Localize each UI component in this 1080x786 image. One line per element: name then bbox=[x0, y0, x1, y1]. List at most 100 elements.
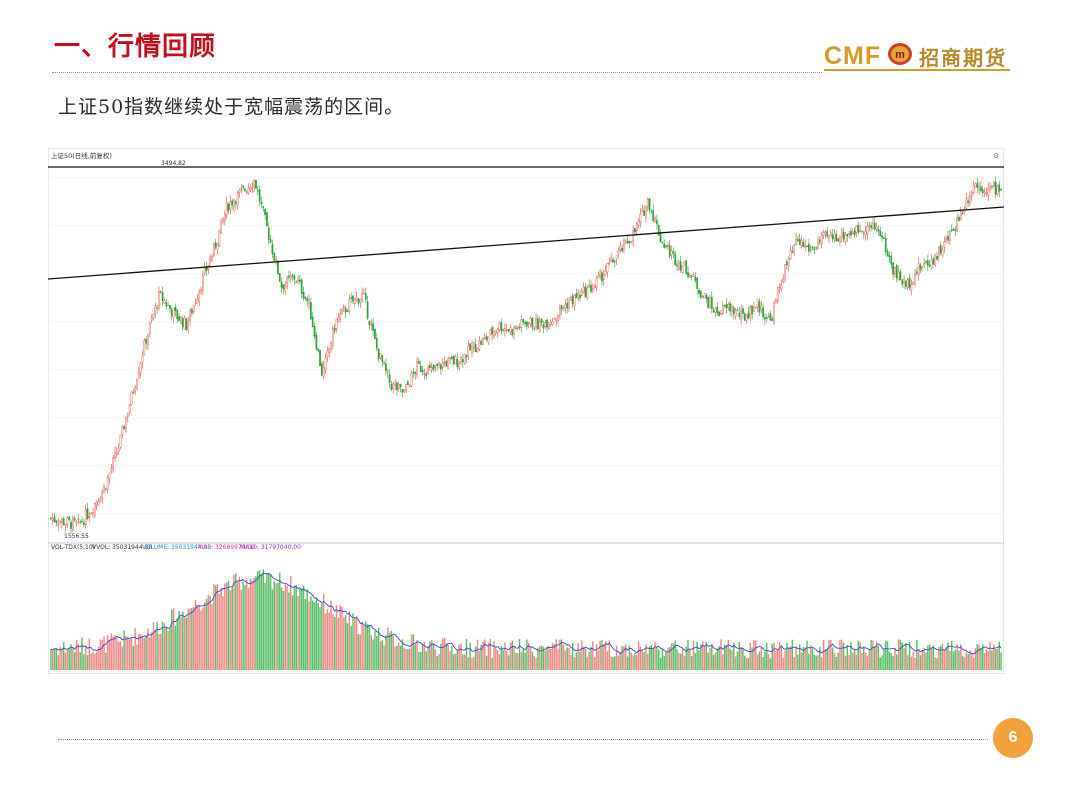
volume-bar bbox=[751, 647, 753, 670]
page-number-badge: 6 bbox=[993, 718, 1033, 758]
volume-bar bbox=[787, 648, 790, 670]
volume-bar bbox=[795, 647, 797, 670]
volume-bar bbox=[291, 595, 294, 670]
candle-body bbox=[681, 266, 684, 273]
volume-bar bbox=[482, 641, 484, 670]
candle-body bbox=[436, 363, 439, 367]
volume-bar bbox=[636, 654, 638, 670]
candle-body bbox=[701, 296, 704, 299]
candle-body bbox=[515, 327, 517, 329]
candle-body bbox=[474, 344, 477, 352]
candle-body bbox=[965, 198, 968, 209]
candle-body bbox=[696, 277, 699, 289]
volume-bar bbox=[729, 648, 731, 670]
candle-body bbox=[297, 279, 299, 281]
volume-bar bbox=[967, 654, 969, 670]
volume-bar bbox=[928, 644, 931, 670]
candle-body bbox=[875, 226, 878, 230]
candle-body bbox=[196, 298, 199, 304]
candle-body bbox=[432, 365, 435, 370]
candle-body bbox=[269, 239, 272, 243]
volume-bar bbox=[828, 639, 830, 670]
candle-body bbox=[690, 275, 693, 277]
volume-bar bbox=[346, 623, 349, 670]
candle-body bbox=[229, 201, 232, 210]
candle-body bbox=[729, 303, 731, 312]
volume-bar bbox=[643, 651, 645, 670]
candle-body bbox=[894, 267, 896, 275]
volume-bar bbox=[971, 652, 973, 670]
candle-body bbox=[414, 372, 417, 374]
volume-bar bbox=[709, 647, 711, 670]
candle-body bbox=[141, 356, 144, 363]
candle-body bbox=[253, 179, 255, 187]
logo-emblem-icon: m bbox=[887, 41, 913, 71]
volume-bar bbox=[92, 652, 94, 670]
volume-bar bbox=[855, 654, 858, 670]
candle-body bbox=[485, 336, 488, 340]
volume-bar bbox=[544, 650, 546, 670]
candle-body bbox=[121, 426, 124, 435]
top-divider bbox=[52, 72, 822, 73]
volume-bar bbox=[132, 645, 135, 670]
volume-bar bbox=[377, 627, 380, 670]
volume-bar bbox=[764, 651, 766, 670]
volume-bar bbox=[859, 641, 861, 670]
volume-bar bbox=[868, 648, 871, 670]
volume-bar bbox=[954, 649, 957, 670]
candle-body bbox=[895, 264, 898, 279]
volume-bar bbox=[949, 651, 951, 670]
candle-body bbox=[654, 218, 656, 222]
volume-bar bbox=[980, 647, 982, 670]
volume-bar bbox=[52, 649, 54, 670]
candle-body bbox=[936, 256, 938, 260]
candle-body bbox=[846, 234, 849, 237]
volume-bar bbox=[601, 639, 603, 670]
volume-bar bbox=[945, 647, 947, 670]
candle-body bbox=[352, 295, 354, 302]
candle-body bbox=[969, 195, 971, 204]
volume-bar bbox=[121, 646, 124, 670]
volume-bar bbox=[418, 651, 420, 670]
volume-bar bbox=[429, 641, 431, 670]
volume-bar bbox=[147, 628, 149, 670]
candle-body bbox=[712, 310, 715, 313]
candle-body bbox=[425, 373, 428, 377]
volume-bar bbox=[998, 641, 1000, 670]
candle-body bbox=[659, 233, 662, 242]
volume-bar bbox=[200, 610, 202, 670]
candle-body bbox=[125, 417, 127, 432]
candle-body bbox=[606, 263, 609, 273]
chart-grid bbox=[48, 177, 1004, 515]
volume-bar bbox=[350, 625, 352, 670]
candle-body bbox=[974, 183, 977, 188]
volume-bar bbox=[956, 644, 958, 670]
candle-body bbox=[478, 340, 481, 350]
candle-body bbox=[255, 180, 257, 189]
volume-bar bbox=[657, 649, 660, 670]
candle-body bbox=[430, 367, 433, 371]
volume-bar bbox=[390, 630, 393, 670]
volume-bar bbox=[97, 646, 100, 670]
volume-bar bbox=[897, 639, 900, 670]
volume-bar bbox=[568, 648, 570, 670]
volume-bar bbox=[354, 617, 356, 670]
volume-bar bbox=[528, 643, 530, 670]
candle-body bbox=[443, 361, 446, 364]
candle-body bbox=[793, 245, 796, 253]
volume-bar bbox=[233, 574, 235, 670]
candle-body bbox=[97, 501, 100, 506]
volume-bar bbox=[656, 647, 658, 670]
candle-body bbox=[99, 498, 102, 502]
candle-body bbox=[791, 251, 794, 253]
volume-bar bbox=[247, 587, 250, 670]
volume-bar bbox=[139, 634, 142, 670]
volume-bar bbox=[712, 654, 715, 670]
chart-frame bbox=[47, 147, 1005, 675]
volume-bar bbox=[385, 635, 387, 670]
candle-body bbox=[308, 299, 310, 304]
volume-bar bbox=[511, 640, 514, 670]
volume-bar bbox=[172, 608, 175, 670]
panel-settings-icon[interactable]: ⚙ bbox=[993, 152, 999, 160]
candle-body bbox=[452, 355, 455, 364]
